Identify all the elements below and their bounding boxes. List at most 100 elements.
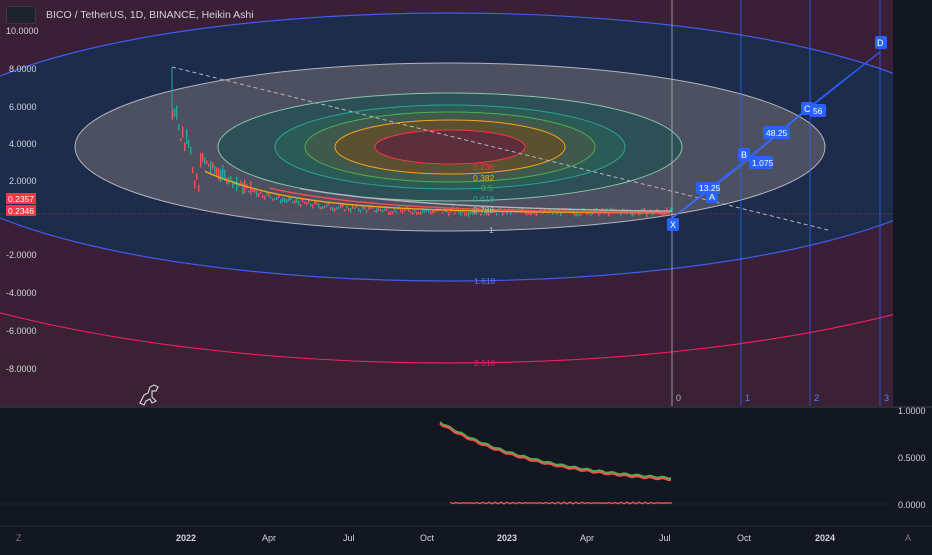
candle xyxy=(188,139,190,148)
candle xyxy=(670,207,672,211)
candle xyxy=(428,209,430,213)
candle xyxy=(530,212,532,216)
candle xyxy=(210,161,212,173)
candle xyxy=(644,207,646,211)
candle xyxy=(390,211,392,216)
candle xyxy=(416,211,418,215)
fib-label-05: 0.5 xyxy=(481,183,493,193)
candle xyxy=(184,142,186,152)
candle xyxy=(194,180,196,189)
candle xyxy=(232,180,234,188)
candle xyxy=(496,212,498,216)
candle xyxy=(412,212,414,215)
price-axis-label: 10.0000 xyxy=(6,26,39,36)
candle xyxy=(464,212,466,216)
oscillator-axis-label: 0.0000 xyxy=(898,500,926,510)
candle xyxy=(292,200,294,204)
candle xyxy=(646,212,648,218)
fib-circle-background: 0.236 0.382 0.5 0.618 0.786 1 1.618 2.61… xyxy=(0,0,893,406)
oscillator-axis-label: 1.0000 xyxy=(898,406,926,416)
time-axis-label: Oct xyxy=(737,533,752,543)
time-axis-label: Jul xyxy=(343,533,355,543)
candle xyxy=(596,207,598,211)
candle xyxy=(240,180,242,187)
candle xyxy=(396,211,398,214)
candle xyxy=(466,212,468,216)
candle xyxy=(420,211,422,215)
candle xyxy=(174,108,176,117)
pattern-ratio-3[interactable]: 48.25 xyxy=(763,126,790,139)
candle xyxy=(330,206,332,211)
candle xyxy=(304,201,306,204)
svg-text:A: A xyxy=(709,192,715,202)
pattern-ratio-2[interactable]: 1.075 xyxy=(749,156,774,169)
candle xyxy=(358,207,360,212)
candle xyxy=(248,190,250,193)
svg-text:1.075: 1.075 xyxy=(752,158,774,168)
candle xyxy=(178,124,180,131)
candle xyxy=(196,173,198,180)
pane-separator[interactable] xyxy=(0,406,932,408)
candle xyxy=(278,194,280,199)
oscillator-line xyxy=(439,422,671,481)
time-axis[interactable] xyxy=(0,526,932,550)
candle xyxy=(474,209,476,215)
candle xyxy=(276,196,278,201)
dinosaur-icon[interactable] xyxy=(139,384,159,406)
candle xyxy=(182,126,184,138)
chart-title: BICO / TetherUS, 1D, BINANCE, Heikin Ash… xyxy=(46,9,254,21)
candle xyxy=(554,208,556,213)
candle xyxy=(198,184,200,192)
price-axis-label: -4.0000 xyxy=(6,288,37,298)
candle xyxy=(372,205,374,209)
candle xyxy=(316,202,318,205)
pattern-badge-b[interactable]: B xyxy=(738,148,750,161)
candle xyxy=(344,209,346,212)
candle xyxy=(326,203,328,207)
candle xyxy=(488,212,490,216)
candle xyxy=(256,190,258,197)
candle xyxy=(430,210,432,215)
legend-toggle-button[interactable] xyxy=(6,6,36,24)
candle xyxy=(508,208,510,211)
candle xyxy=(472,211,474,216)
candle xyxy=(458,210,460,214)
auto-scale-button[interactable]: A xyxy=(905,533,912,543)
candle xyxy=(192,167,194,174)
candle xyxy=(262,194,264,199)
candle xyxy=(638,212,640,216)
trend-line[interactable] xyxy=(171,66,829,231)
price-axis[interactable]: 10.0000 8.0000 6.0000 4.0000 2.0000 -2.0… xyxy=(0,0,39,406)
candle xyxy=(632,212,634,217)
candle xyxy=(242,182,244,195)
pattern-badge-d[interactable]: D xyxy=(875,36,887,49)
moving-averages xyxy=(204,170,673,214)
candle xyxy=(280,199,282,204)
candle xyxy=(290,196,292,201)
candle xyxy=(268,192,270,197)
pattern-ratio-4[interactable]: 56 xyxy=(810,104,826,117)
candle xyxy=(260,191,262,194)
fib-label-0786: 0.786 xyxy=(473,205,495,215)
candle xyxy=(332,207,334,212)
candle xyxy=(608,212,610,217)
candle xyxy=(642,208,644,211)
timezone-z-button[interactable]: Z xyxy=(16,533,22,543)
candle xyxy=(422,210,424,213)
candle xyxy=(484,211,486,216)
candle xyxy=(510,210,512,216)
candle xyxy=(254,190,256,193)
oscillator-axis[interactable]: 1.0000 0.5000 0.0000 xyxy=(898,406,926,510)
candle xyxy=(350,208,352,213)
fib-label-0382: 0.382 xyxy=(473,173,495,183)
fib-label-0618: 0.618 xyxy=(473,194,495,204)
candle xyxy=(346,204,348,209)
candle xyxy=(324,206,326,209)
candle xyxy=(310,203,312,207)
candle xyxy=(424,209,426,214)
pattern-ratio-1[interactable]: 13.25 xyxy=(696,182,721,194)
pattern-badge-x[interactable]: X xyxy=(667,218,679,231)
candle xyxy=(528,212,530,215)
